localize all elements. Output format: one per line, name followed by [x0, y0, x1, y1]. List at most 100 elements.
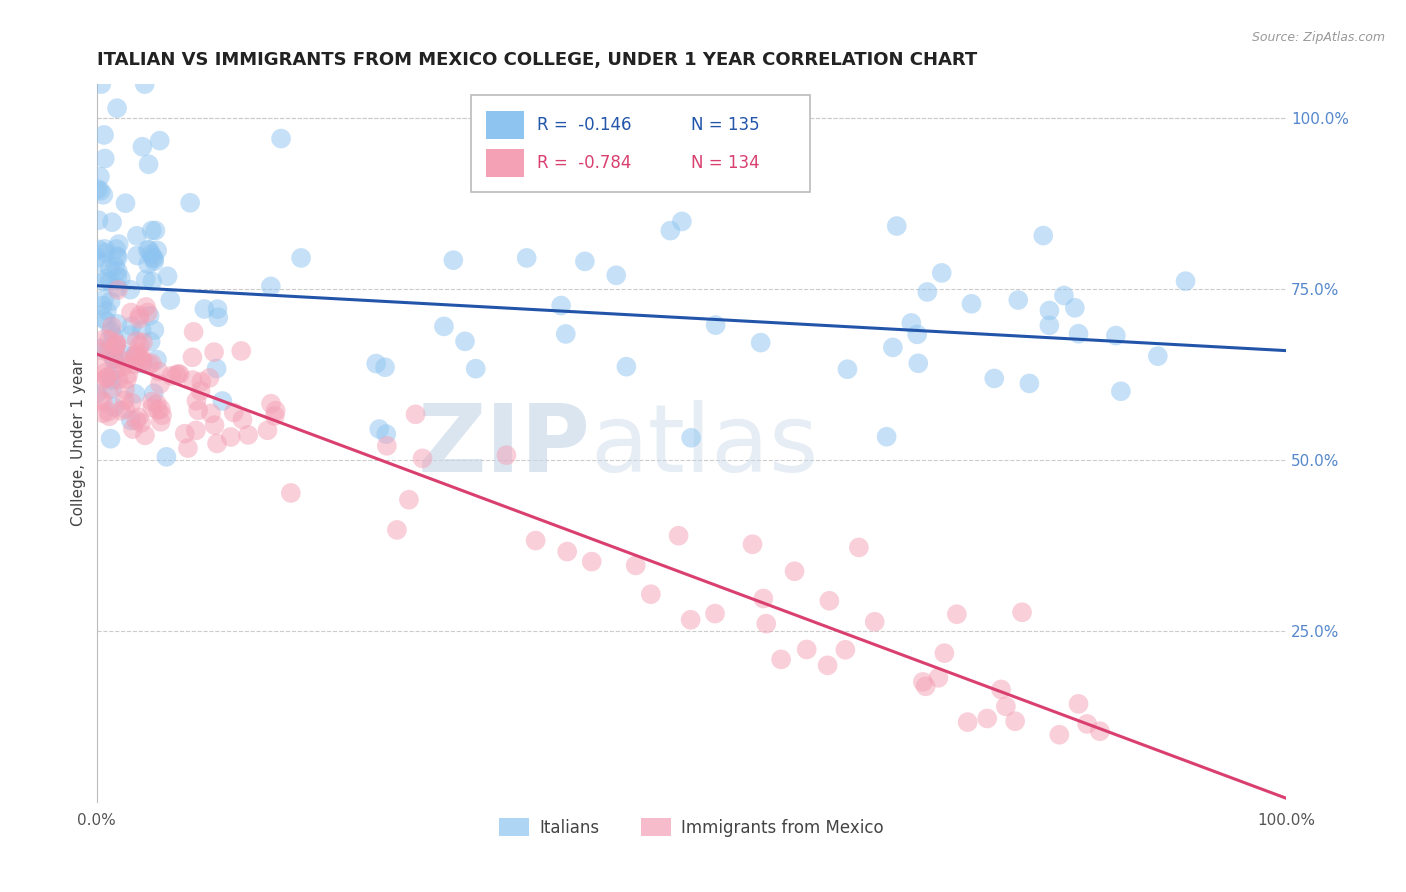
Point: [464, 361, 486, 376]
Point: [90, 341, 112, 355]
Point: [146, 403, 169, 417]
Point: [177, 441, 200, 455]
Point: [280, 486, 302, 500]
Point: [555, 544, 578, 558]
Point: [616, 359, 638, 374]
Point: [900, 316, 922, 330]
Point: [125, 413, 148, 427]
Point: [128, 311, 150, 326]
Point: [204, 418, 226, 433]
Point: [141, 247, 163, 261]
Point: [796, 642, 818, 657]
Point: [105, 280, 128, 294]
Point: [134, 77, 156, 91]
Point: [98, 409, 121, 424]
Point: [96, 304, 118, 318]
Point: [1109, 384, 1132, 399]
Text: atlas: atlas: [591, 401, 818, 492]
Point: [96, 314, 118, 328]
Point: [671, 214, 693, 228]
Point: [433, 319, 456, 334]
Point: [142, 386, 165, 401]
Point: [101, 373, 124, 387]
Point: [93, 275, 115, 289]
Point: [94, 332, 117, 346]
Point: [138, 358, 160, 372]
Point: [131, 357, 153, 371]
Point: [1076, 717, 1098, 731]
Point: [101, 382, 124, 396]
Point: [256, 423, 278, 437]
Point: [100, 324, 122, 338]
Point: [169, 368, 191, 382]
Point: [104, 260, 127, 274]
Point: [1067, 326, 1090, 341]
Point: [412, 451, 434, 466]
Point: [90, 255, 112, 269]
FancyBboxPatch shape: [485, 112, 523, 138]
Point: [131, 139, 153, 153]
Point: [931, 266, 953, 280]
FancyBboxPatch shape: [471, 95, 810, 192]
Point: [101, 319, 124, 334]
Point: [770, 652, 793, 666]
Point: [115, 372, 138, 386]
Point: [375, 439, 398, 453]
Point: [96, 371, 118, 385]
Point: [97, 342, 120, 356]
Point: [375, 427, 398, 442]
Point: [366, 357, 388, 371]
Point: [264, 403, 287, 417]
Point: [186, 393, 208, 408]
Point: [205, 361, 228, 376]
Point: [219, 430, 242, 444]
Point: [91, 406, 114, 420]
Point: [1067, 697, 1090, 711]
Point: [138, 157, 160, 171]
Point: [368, 422, 391, 436]
Text: ZIP: ZIP: [418, 401, 591, 492]
Point: [112, 354, 135, 368]
Point: [111, 347, 134, 361]
Point: [181, 373, 204, 387]
Point: [129, 416, 152, 430]
Point: [960, 297, 983, 311]
Legend: Italians, Immigrants from Mexico: Italians, Immigrants from Mexico: [492, 812, 890, 844]
Point: [105, 101, 128, 115]
Point: [117, 367, 139, 381]
Point: [270, 131, 292, 145]
Point: [190, 375, 212, 389]
Point: [131, 323, 153, 337]
Point: [1088, 724, 1111, 739]
Point: [605, 268, 627, 283]
Point: [110, 271, 132, 285]
Text: ITALIAN VS IMMIGRANTS FROM MEXICO COLLEGE, UNDER 1 YEAR CORRELATION CHART: ITALIAN VS IMMIGRANTS FROM MEXICO COLLEG…: [97, 51, 977, 69]
Point: [741, 537, 763, 551]
Point: [441, 253, 464, 268]
Point: [1004, 714, 1026, 729]
Point: [749, 335, 772, 350]
Point: [105, 242, 128, 256]
Point: [125, 228, 148, 243]
Point: [1063, 301, 1085, 315]
Point: [193, 301, 215, 316]
Point: [91, 299, 114, 313]
Point: [260, 397, 283, 411]
Point: [141, 356, 163, 370]
Point: [124, 347, 146, 361]
Point: [976, 711, 998, 725]
Point: [93, 311, 115, 326]
Text: R =  -0.146: R = -0.146: [537, 116, 631, 134]
Point: [704, 607, 727, 621]
Point: [524, 533, 547, 548]
Point: [87, 243, 110, 257]
Point: [125, 334, 148, 348]
Point: [131, 353, 153, 368]
Point: [704, 318, 727, 332]
Point: [139, 334, 162, 349]
Point: [200, 406, 222, 420]
Point: [114, 196, 136, 211]
Point: [1018, 376, 1040, 391]
Point: [886, 219, 908, 233]
Point: [91, 395, 114, 409]
